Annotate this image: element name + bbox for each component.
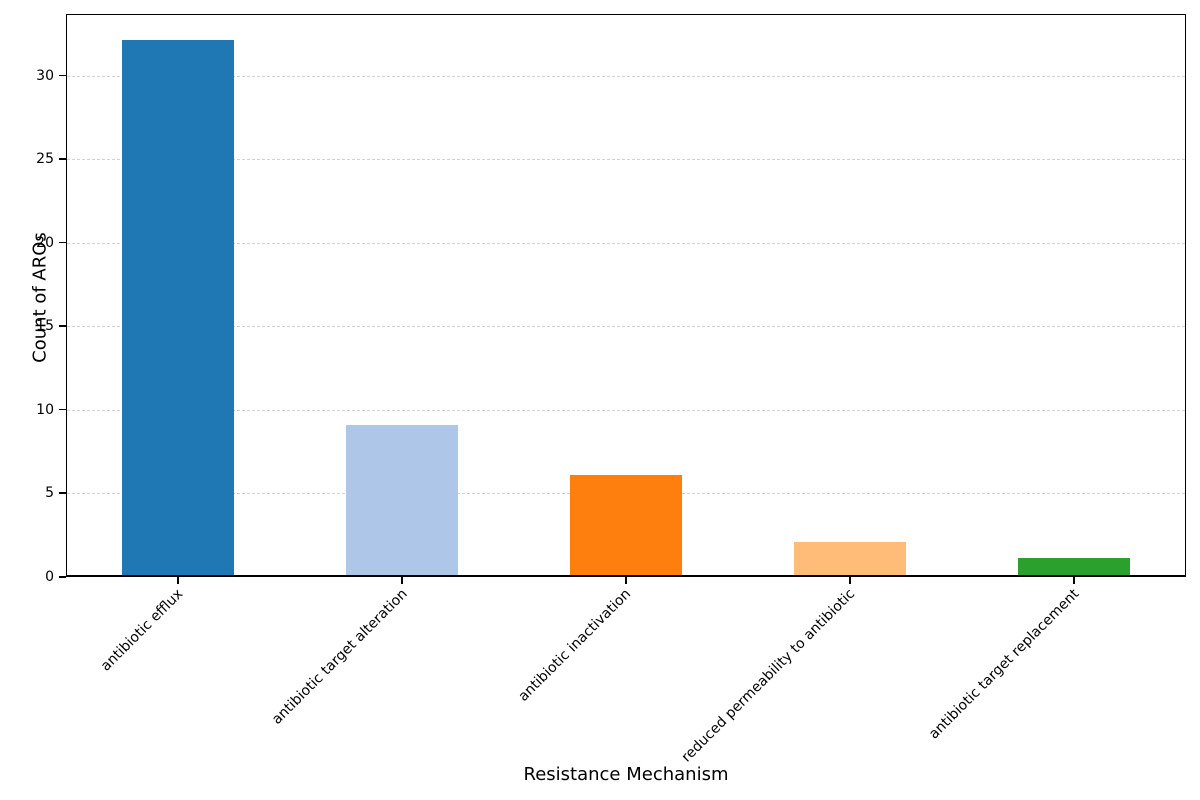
y-tick-mark-30 — [59, 74, 66, 77]
bar-antibiotic-inactivation — [569, 474, 682, 575]
x-tick-label-reduced-permeability-to-antibiotic: reduced permeability to antibiotic — [678, 586, 859, 766]
y-tick-mark-0 — [59, 576, 66, 578]
bar-antibiotic-target-alteration — [345, 424, 458, 575]
y-tick-label-5: 5 — [45, 485, 54, 502]
gridline-y-30 — [67, 75, 1185, 77]
y-tick-label-20: 20 — [36, 234, 54, 251]
y-tick-mark-10 — [59, 408, 66, 411]
plot-area — [66, 14, 1186, 577]
x-tick-mark-3 — [625, 577, 627, 584]
y-tick-label-15: 15 — [36, 318, 54, 335]
bar-reduced-permeability-to-antibiotic — [793, 541, 906, 575]
y-axis-title: Count of AROs — [29, 232, 51, 363]
x-tick-label-antibiotic-target-alteration: antibiotic target alteration — [268, 586, 411, 728]
gridline-y-10 — [67, 409, 1185, 411]
bar-antibiotic-target-replacement — [1017, 558, 1130, 575]
y-tick-label-0: 0 — [45, 569, 54, 585]
x-tick-mark-1 — [177, 577, 179, 584]
gridline-y-15 — [67, 326, 1185, 328]
y-tick-mark-15 — [59, 325, 66, 327]
x-tick-label-antibiotic-inactivation: antibiotic inactivation — [515, 586, 635, 705]
y-tick-mark-25 — [59, 158, 66, 160]
x-tick-label-antibiotic-target-replacement: antibiotic target replacement — [925, 586, 1083, 743]
x-tick-mark-4 — [849, 577, 851, 584]
y-tick-label-30: 30 — [36, 67, 54, 84]
bar-antibiotic-efflux — [121, 40, 234, 575]
y-tick-label-25: 25 — [36, 151, 54, 168]
x-tick-mark-5 — [1073, 577, 1075, 584]
y-tick-label-10: 10 — [36, 401, 54, 418]
x-axis-title: Resistance Mechanism — [523, 764, 729, 785]
y-tick-mark-20 — [59, 241, 66, 244]
gridline-y-25 — [67, 159, 1185, 161]
x-tick-mark-2 — [401, 577, 403, 584]
gridline-y-20 — [67, 242, 1185, 244]
y-tick-mark-5 — [59, 492, 66, 494]
x-tick-label-antibiotic-efflux: antibiotic efflux — [97, 586, 187, 675]
